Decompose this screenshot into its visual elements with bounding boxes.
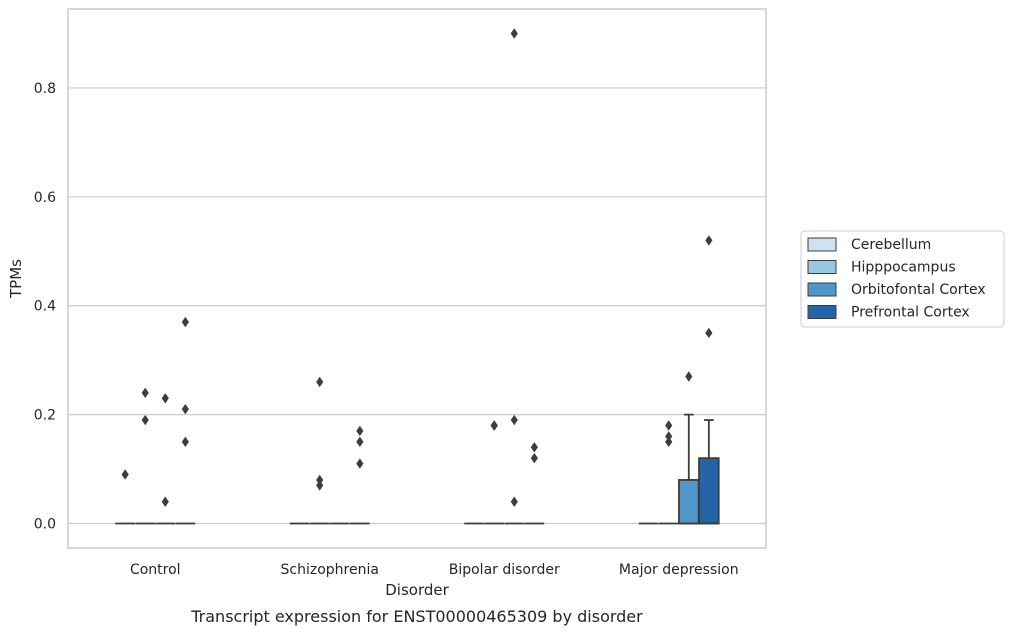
outlier-point bbox=[665, 436, 673, 448]
box-0-0 bbox=[115, 469, 135, 525]
y-tick-label: 0.2 bbox=[34, 408, 56, 424]
outlier-point bbox=[181, 403, 189, 415]
outlier-point bbox=[356, 458, 364, 469]
outlier-point bbox=[161, 393, 169, 404]
box-0-2 bbox=[155, 393, 176, 525]
outlier-point bbox=[141, 414, 149, 426]
box-2-2 bbox=[504, 28, 525, 525]
x-axis-ticks: Control Schizophrenia Bipolar disorder Majo… bbox=[130, 562, 739, 578]
box-3-2 bbox=[678, 371, 700, 525]
outlier-point bbox=[665, 431, 673, 442]
box-1-1 bbox=[309, 376, 330, 525]
box-3-1 bbox=[658, 420, 679, 525]
box-1-3 bbox=[350, 425, 370, 525]
outlier-point bbox=[181, 436, 189, 448]
legend-label: Cerebellum bbox=[851, 237, 931, 253]
x-tick-label: Major depression bbox=[619, 562, 739, 578]
outlier-point bbox=[316, 474, 324, 486]
outlier-point bbox=[316, 376, 324, 388]
legend-frame bbox=[800, 230, 1005, 328]
box-body bbox=[698, 457, 720, 525]
outlier-point bbox=[510, 496, 518, 507]
outlier-point bbox=[530, 452, 538, 464]
legend-label: Orbitofontal Cortex bbox=[851, 282, 986, 298]
legend-swatch bbox=[807, 282, 837, 297]
legend-swatch bbox=[807, 305, 837, 319]
outlier-point bbox=[161, 496, 169, 507]
x-tick-label: Bipolar disorder bbox=[449, 562, 560, 578]
outlier-point bbox=[530, 442, 538, 453]
box-3-3 bbox=[698, 235, 720, 525]
box-body bbox=[678, 479, 700, 525]
legend-swatch bbox=[807, 260, 837, 274]
box-2-3 bbox=[524, 442, 545, 525]
box-plot-series bbox=[115, 28, 720, 525]
outlier-point bbox=[316, 480, 324, 491]
legend-label: Hipppocampus bbox=[851, 260, 956, 276]
outlier-point bbox=[705, 327, 713, 339]
x-tick-label: Control bbox=[130, 562, 181, 578]
outlier-point bbox=[705, 235, 713, 246]
legend-label: Prefrontal Cortex bbox=[851, 305, 970, 321]
y-tick-label: 0.6 bbox=[34, 190, 56, 206]
legend-swatch bbox=[807, 237, 837, 252]
x-tick-label: Schizophrenia bbox=[281, 562, 379, 578]
legend: Cerebellum Hipppocampus Orbitofontal Corte… bbox=[800, 230, 1005, 328]
box-0-3 bbox=[175, 316, 196, 525]
box-0-1 bbox=[135, 387, 156, 525]
outlier-point bbox=[490, 420, 498, 431]
y-tick-label: 0.0 bbox=[34, 517, 56, 533]
gridlines bbox=[68, 87, 766, 525]
outlier-point bbox=[356, 425, 364, 437]
outlier-point bbox=[685, 371, 693, 382]
outlier-point bbox=[356, 436, 364, 448]
box-2-1 bbox=[484, 420, 505, 525]
x-axis-label: Disorder bbox=[385, 581, 449, 599]
outlier-point bbox=[181, 316, 189, 328]
outlier-point bbox=[665, 420, 673, 431]
outlier-point bbox=[121, 469, 129, 480]
plot-frame bbox=[67, 8, 767, 549]
outlier-point bbox=[141, 387, 149, 399]
outlier-point bbox=[510, 28, 518, 39]
outlier-point bbox=[510, 414, 518, 426]
y-tick-label: 0.8 bbox=[34, 81, 56, 97]
y-axis-label: TPMs bbox=[7, 259, 25, 299]
chart-title: Transcript expression for ENST0000046530… bbox=[190, 607, 643, 626]
y-axis-ticks: 0.0 0.2 0.4 0.6 0.8 bbox=[34, 81, 56, 533]
y-tick-label: 0.4 bbox=[34, 299, 56, 315]
